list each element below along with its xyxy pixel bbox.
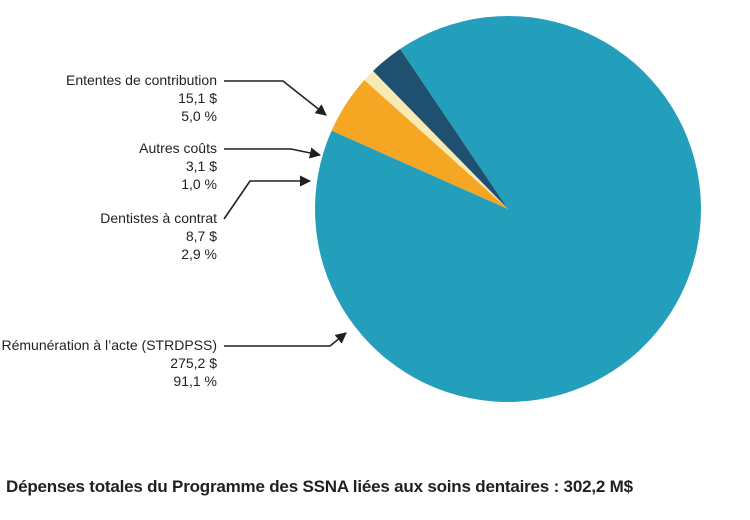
label-percent: 1,0 %	[181, 176, 217, 192]
leader-lines	[223, 80, 347, 347]
label-percent: 5,0 %	[181, 108, 217, 124]
leader-other	[224, 147, 322, 159]
label-contribution: Ententes de contribution 15,1 $ 5,0 %	[66, 72, 217, 124]
label-value: 275,2 $	[170, 355, 217, 371]
label-percent: 91,1 %	[173, 373, 217, 389]
label-contract: Dentistes à contrat 8,7 $ 2,9 %	[100, 210, 217, 262]
label-value: 8,7 $	[186, 228, 217, 244]
label-fee-for-service: Rémunération à l’acte (STRDPSS) 275,2 $ …	[1, 337, 217, 389]
slice-other	[364, 71, 508, 209]
slice-contract	[373, 48, 508, 209]
label-other: Autres coûts 3,1 $ 1,0 %	[139, 140, 217, 192]
pie-slices	[315, 16, 701, 403]
label-value: 15,1 $	[178, 90, 217, 106]
slice-contribution	[331, 80, 508, 209]
slice-fee-for-service	[315, 16, 701, 403]
label-name: Autres coûts	[139, 140, 217, 156]
label-name: Dentistes à contrat	[100, 210, 217, 226]
label-value: 3,1 $	[186, 158, 217, 174]
label-percent: 2,9 %	[181, 246, 217, 262]
label-name: Rémunération à l’acte (STRDPSS)	[1, 337, 217, 353]
chart-caption: Dépenses totales du Programme des SSNA l…	[6, 477, 633, 496]
leader-fee-for-service	[224, 332, 347, 347]
leader-contract	[223, 175, 312, 220]
label-name: Ententes de contribution	[66, 72, 217, 88]
leader-contribution	[224, 80, 327, 116]
